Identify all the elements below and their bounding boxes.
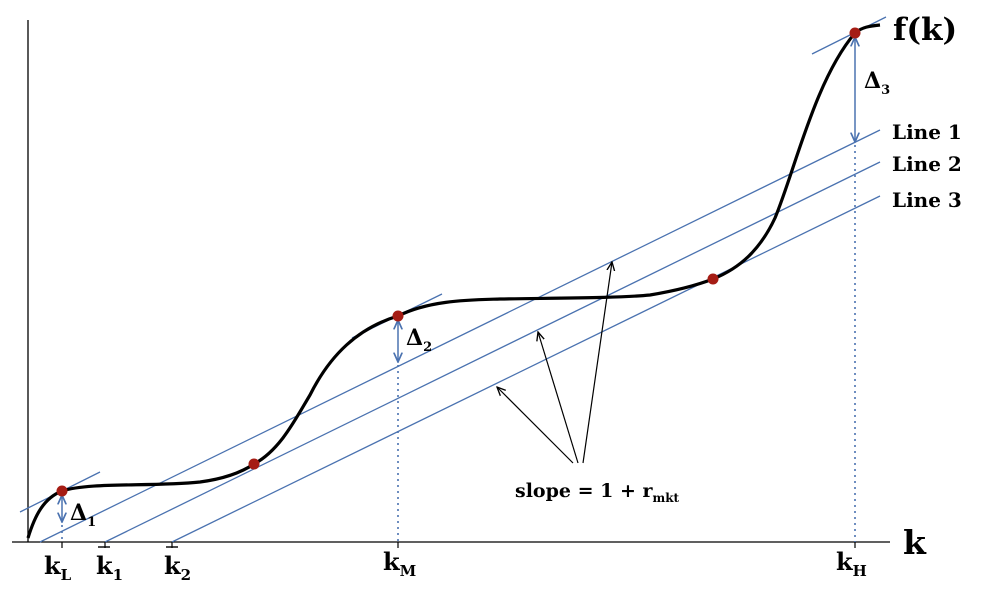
production-curve	[26, 23, 881, 539]
pointer-line-1	[582, 262, 612, 464]
delta-2-label: Δ2	[406, 325, 432, 355]
pointer-line-2	[538, 332, 579, 464]
gap-arrows	[62, 37, 855, 522]
point-k1	[248, 458, 260, 470]
line-3-label: Line 3	[892, 188, 962, 212]
delta-3-label: Δ3	[864, 68, 890, 98]
slope-sub: mkt	[653, 491, 680, 505]
x-axis-label: k	[903, 523, 927, 562]
parallel-lines	[39, 129, 881, 543]
tangency-points	[56, 27, 861, 497]
point-k2	[707, 273, 719, 285]
kH-label: kH	[836, 547, 867, 580]
k2-label: k2	[164, 551, 191, 584]
line-1-label: Line 1	[892, 120, 962, 144]
tangent-segments	[19, 16, 887, 513]
function-label: f(k)	[893, 12, 957, 48]
line-2	[104, 161, 881, 543]
slope-label: slope = 1 + rmkt	[515, 480, 680, 505]
line-2-label: Line 2	[892, 152, 962, 176]
line-3	[171, 195, 881, 543]
point-kH	[849, 27, 861, 39]
pointer-line-3	[497, 387, 574, 464]
kL-label: kL	[44, 551, 72, 584]
point-kM	[392, 310, 404, 322]
delta-1-label: Δ1	[70, 500, 96, 530]
point-kL	[56, 485, 68, 497]
kM-label: kM	[383, 547, 416, 580]
tangent-kH	[811, 16, 887, 55]
k1-label: k1	[96, 551, 123, 584]
x-ticks	[61, 542, 856, 548]
slope-pointers	[497, 262, 612, 464]
line-1	[39, 129, 881, 543]
dotted-guides	[61, 145, 856, 542]
slope-main: slope = 1 + r	[515, 480, 653, 502]
